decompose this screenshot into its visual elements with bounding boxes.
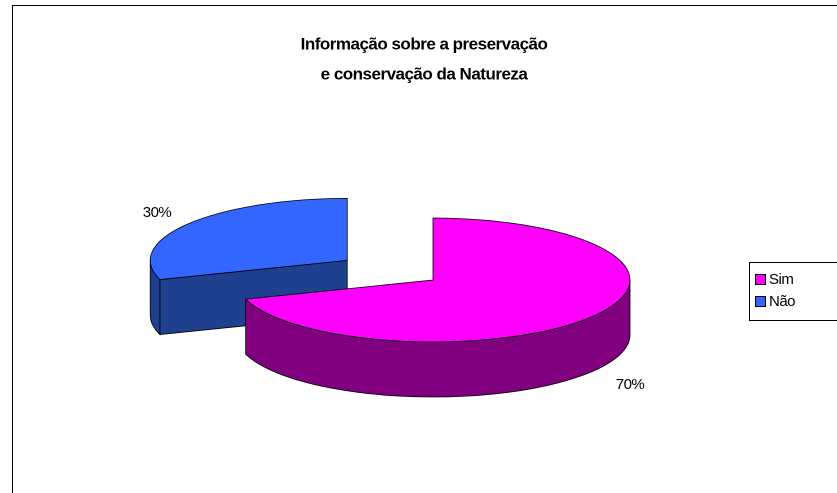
data-label: 30%: [143, 204, 172, 221]
chart-title: Informação sobre a preservação: [301, 34, 548, 53]
slice: [244, 217, 631, 343]
legend-label: Sim: [769, 271, 793, 288]
slice: [149, 197, 348, 280]
chart-title: e conservação da Natureza: [321, 64, 529, 83]
legend-box: [749, 262, 837, 321]
legend-label: Não: [769, 293, 795, 310]
legend-swatch: [755, 296, 766, 307]
chart-border: [12, 5, 837, 493]
data-label: 70%: [616, 376, 645, 393]
legend-swatch: [755, 274, 766, 285]
pie: [149, 197, 631, 398]
